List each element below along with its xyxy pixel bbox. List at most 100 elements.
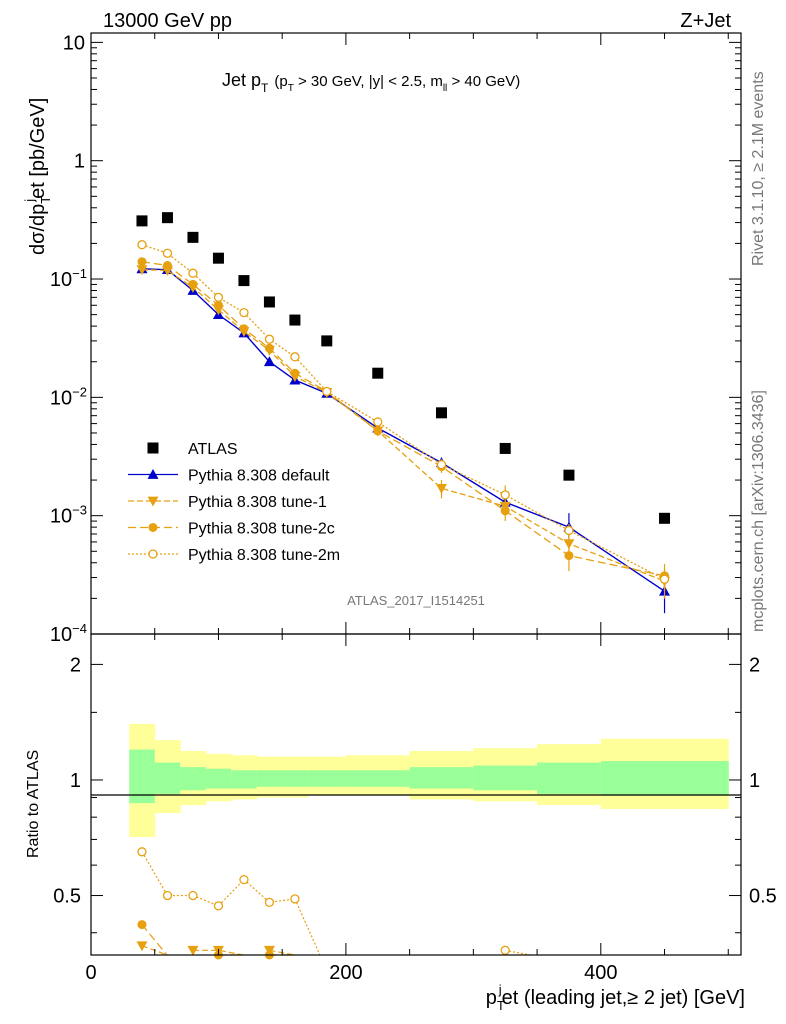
point-default-5 (263, 356, 275, 367)
point-tune2m-10 (500, 490, 510, 500)
ratio-tick-label-0: 2 (70, 654, 81, 676)
ratio-tick-label-right-0: 2 (749, 654, 760, 676)
point-data-4 (238, 275, 250, 287)
point-tune2m-1 (162, 248, 173, 258)
ratio-point-tune1-0 (136, 941, 148, 952)
point-data-8 (372, 367, 384, 379)
point-data-6 (289, 314, 301, 326)
point-tune2c-2 (188, 279, 198, 289)
point-tune2m-7 (322, 386, 332, 397)
point-data-12 (659, 512, 671, 524)
band-inner-11 (537, 762, 602, 794)
point-data-2 (187, 231, 199, 243)
band-inner-0 (129, 749, 156, 804)
ratio-point-tune2m-10 (500, 945, 510, 955)
point-tune2m-0 (137, 240, 147, 250)
ratio-point-tune2c-0 (137, 920, 147, 930)
point-tune2m-5 (264, 334, 275, 344)
point-data-3 (212, 252, 224, 264)
point-tune2c-0 (137, 257, 147, 267)
band-inner-10 (473, 765, 538, 791)
y-tick-label-4: 10−3 (50, 503, 87, 528)
point-tune1-0 (136, 265, 148, 276)
ratio-point-tune2m-5 (264, 897, 275, 907)
legend-label-tune1: Pythia 8.308 tune-1 (188, 494, 327, 511)
rivet-label: Rivet 3.1.10, ≥ 2.1M events (750, 71, 767, 266)
ratio-point-tune2m-6 (290, 894, 300, 904)
ratio-markers (136, 847, 531, 960)
band-inner-12 (600, 761, 729, 796)
y-tick-label-1: 1 (74, 151, 85, 173)
point-tune2c-10 (500, 506, 510, 516)
ratio-point-tune2m-4 (239, 874, 249, 885)
y-tick-label-3: 10−2 (50, 384, 87, 409)
legend-label-tune2c: Pythia 8.308 tune-2c (188, 521, 335, 538)
point-tune2c-5 (264, 343, 274, 353)
x-axis-label: pTjet (leading jet,≥ 2 jet) [GeV] (486, 982, 745, 1013)
ratio-tick-label-1: 1 (70, 770, 81, 792)
band-inner-4 (231, 770, 258, 789)
y-tick-label-5: 10−4 (50, 621, 87, 646)
main-markers (136, 212, 671, 614)
point-tune2m-2 (188, 268, 198, 278)
point-tune2m-4 (239, 307, 249, 318)
point-tune2m-6 (290, 352, 300, 362)
legend-marker-tune2m (148, 549, 158, 559)
legend-marker-data (147, 442, 159, 454)
legend: ATLAS Pythia 8.308 default Pythia 8.308 tu… (128, 441, 340, 564)
energy-label: 13000 GeV pp (103, 10, 232, 32)
ratio-axis-label: Ratio to ATLAS (25, 750, 42, 858)
point-data-5 (263, 296, 275, 308)
point-tune2c-11 (564, 551, 574, 561)
ratio-uncertainty-bands (129, 723, 729, 838)
legend-label-default: Pythia 8.308 default (188, 468, 330, 485)
legend-label-tune2m: Pythia 8.308 tune-2m (188, 547, 340, 564)
process-label: Z+Jet (680, 10, 731, 32)
point-tune2c-3 (213, 300, 223, 310)
legend-label-data: ATLAS (188, 441, 238, 458)
ratio-tick-label-right-2: 0.5 (749, 886, 777, 908)
ratio-point-tune2m-1 (162, 890, 173, 901)
mcplots-label: mcplots.cern.ch [arXiv:1306.3436] (750, 390, 767, 632)
point-tune2c-6 (290, 368, 300, 378)
point-data-0 (136, 215, 148, 227)
ratio-line-tune2c-0 (141, 924, 168, 956)
legend-marker-tune2c (148, 523, 158, 532)
y-tick-label-2: 10−1 (50, 266, 87, 291)
band-inner-3 (205, 768, 232, 789)
ratio-point-tune2m-3 (213, 901, 224, 911)
point-tune2m-9 (436, 459, 447, 470)
analysis-id-label: ATLAS_2017_I1514251 (347, 593, 485, 608)
point-tune2m-11 (564, 525, 574, 536)
axis-ticks: 10 1 10−1 10−2 10−3 10−4 2 2 1 1 0.5 0.5 0 200 400 (50, 32, 777, 984)
band-inner-7 (307, 770, 347, 787)
point-data-7 (321, 335, 333, 347)
band-inner-9 (409, 767, 474, 789)
band-inner-6 (282, 770, 309, 787)
point-tune2m-12 (659, 574, 670, 584)
point-tune2c-1 (162, 261, 172, 271)
y-axis-label: dσ/dpTjet [pb/GeV] (22, 98, 53, 255)
point-data-10 (499, 442, 511, 454)
point-data-1 (161, 212, 173, 224)
legend-marker-tune1 (147, 496, 159, 507)
point-tune2m-3 (213, 292, 224, 303)
band-inner-5 (256, 770, 283, 787)
ratio-point-tune1-2 (187, 945, 199, 956)
point-data-11 (563, 469, 575, 481)
point-tune2c-4 (239, 324, 249, 334)
ratio-point-tune2m-2 (188, 890, 198, 901)
y-tick-label-0: 10 (63, 32, 85, 54)
point-tune2c-8 (373, 426, 383, 436)
band-inner-2 (180, 767, 207, 791)
point-tune2m-8 (373, 417, 383, 427)
ratio-line-tune2m-0 (141, 851, 321, 956)
point-data-9 (435, 407, 447, 419)
ratio-tick-label-2: 0.5 (53, 886, 81, 908)
band-inner-1 (154, 762, 181, 794)
main-panel-frame (90, 32, 742, 635)
point-tune1-9 (435, 484, 447, 494)
legend-marker-default (147, 469, 159, 479)
x-tick-label-1: 200 (329, 962, 362, 984)
